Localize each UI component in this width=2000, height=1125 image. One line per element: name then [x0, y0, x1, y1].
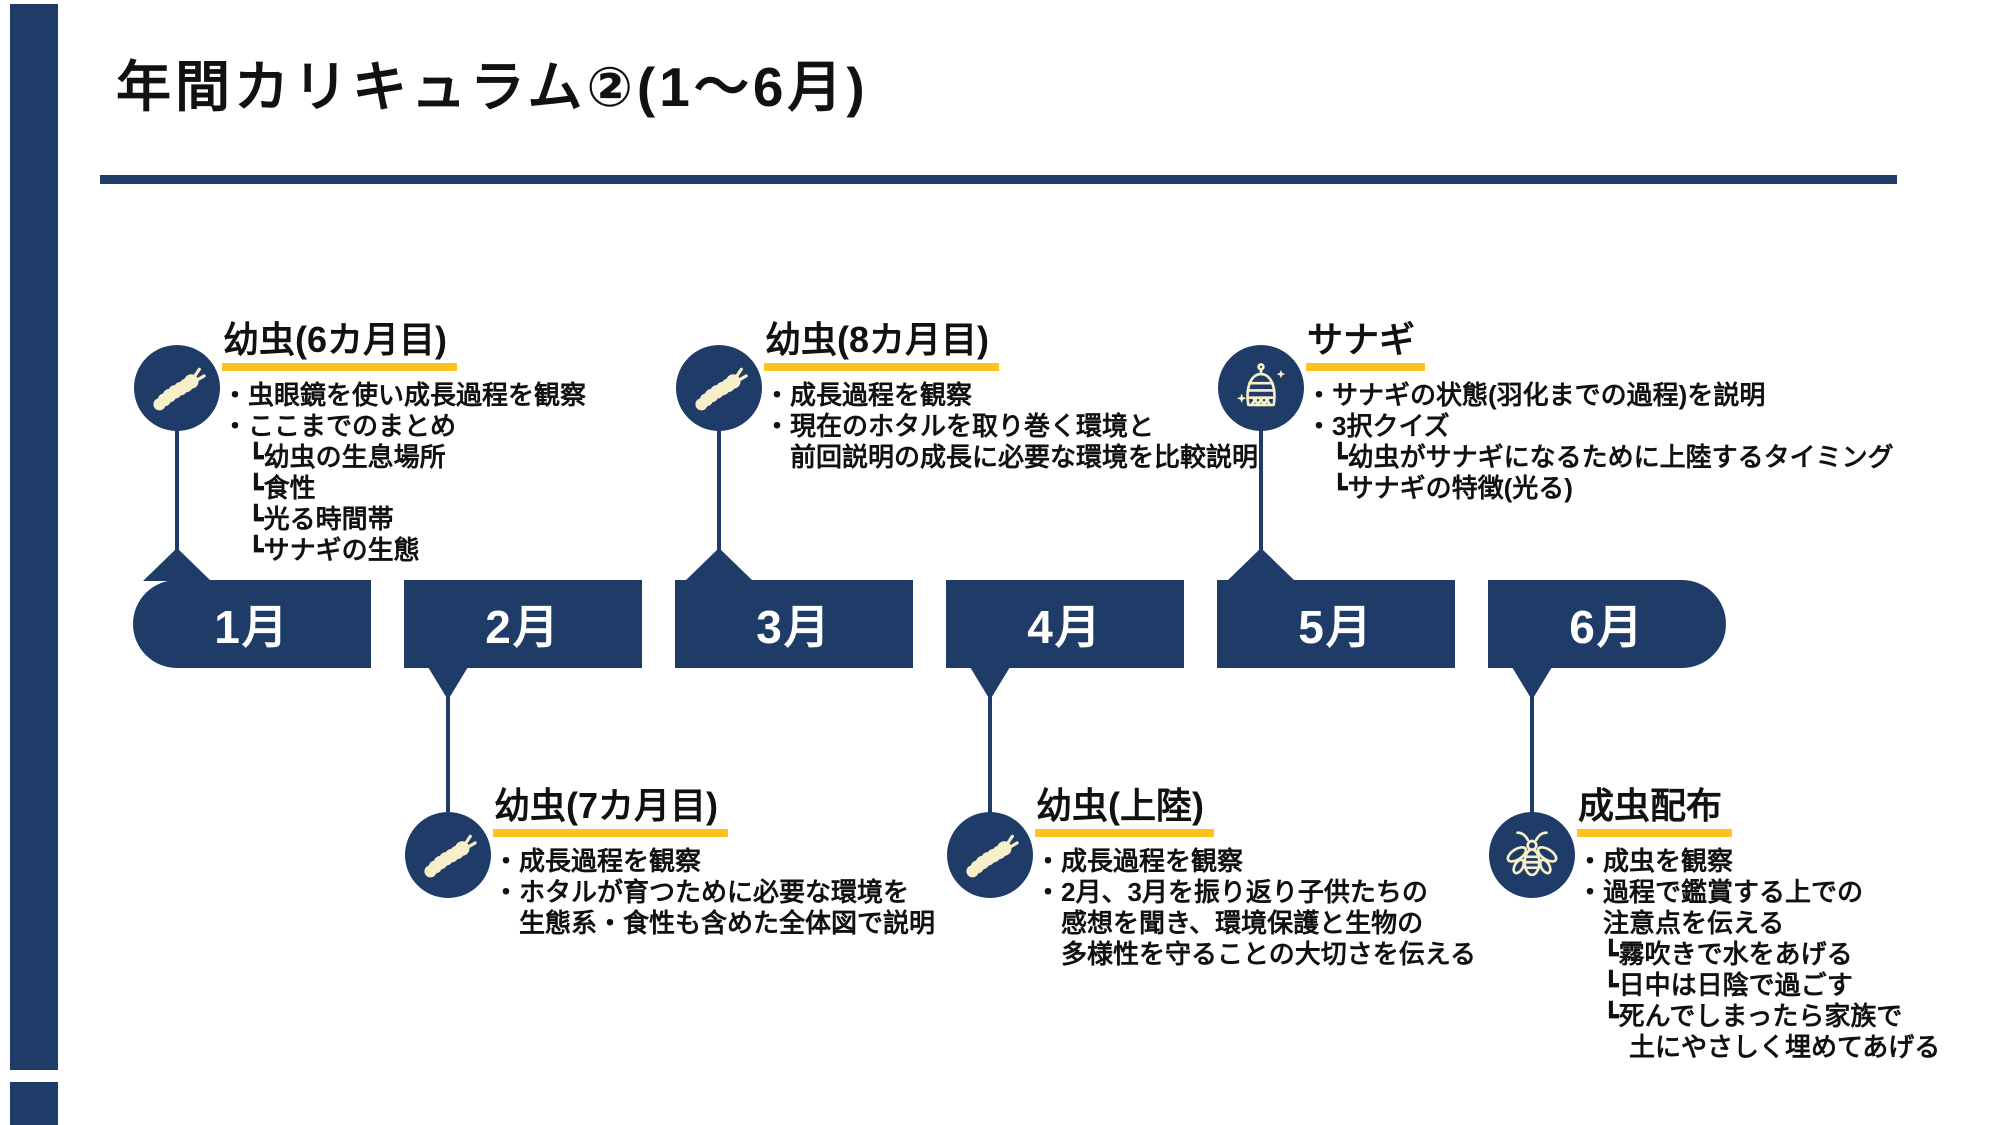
pointer-down-jun	[1512, 667, 1552, 700]
note-line: ・サナギの状態(羽化までの過程)を説明	[1306, 379, 1766, 410]
pointer-down-feb	[428, 667, 468, 700]
note-line: 感想を聞き、環境保護と生物の	[1035, 907, 1424, 938]
month-label: 3月	[756, 601, 832, 653]
left-accent-bar	[10, 4, 58, 1070]
note-line: 前回説明の成長に必要な環境を比較説明	[764, 441, 1259, 472]
connector-line-feb	[446, 697, 450, 814]
connector-line-jun	[1530, 697, 1534, 814]
note-line: ┗食性	[222, 472, 316, 503]
connector-line-may	[1259, 429, 1263, 551]
milestone-notes: ・サナギの状態(羽化までの過程)を説明 ・3択クイズ ┗幼虫がサナギになるために…	[1306, 380, 1894, 504]
note-line: 多様性を守ることの大切さを伝える	[1035, 938, 1476, 969]
note-line: 土にやさしく埋めてあげる	[1577, 1031, 1941, 1062]
left-accent-square	[10, 1082, 58, 1125]
larva-icon	[419, 826, 477, 884]
note-line: ┗サナギの特徴(光る)	[1306, 472, 1573, 503]
timeline-month-apr: 4月	[946, 580, 1184, 668]
note-line: ┗光る時間帯	[222, 503, 394, 534]
milestone-icon-apr	[947, 812, 1033, 898]
milestone-notes: ・成長過程を観察 ・現在のホタルを取り巻く環境と 前回説明の成長に必要な環境を比…	[764, 380, 1258, 473]
pointer-up-jan	[143, 548, 211, 581]
timeline-month-may: 5月	[1217, 580, 1455, 668]
month-label: 4月	[1027, 601, 1103, 653]
milestone-title: サナギ	[1306, 320, 1426, 371]
note-line: ・成長過程を観察	[493, 845, 702, 876]
timeline-month-jan: 1月	[133, 580, 371, 668]
note-line: ・2月、3月を振り返り子供たちの	[1035, 876, 1428, 907]
timeline-month-mar: 3月	[675, 580, 913, 668]
note-line: 生態系・食性も含めた全体図で説明	[493, 907, 936, 938]
milestone-icon-mar	[676, 345, 762, 431]
milestone-icon-jan	[134, 345, 220, 431]
note-line: ・ここまでのまとめ	[222, 410, 457, 441]
adult-firefly-icon	[1503, 826, 1561, 884]
milestone-notes: ・成長過程を観察 ・2月、3月を振り返り子供たちの 感想を聞き、環境保護と生物の…	[1035, 846, 1476, 970]
pointer-up-may	[1227, 548, 1295, 581]
milestone-mar: 幼虫(8カ月目) ・成長過程を観察 ・現在のホタルを取り巻く環境と 前回説明の成…	[764, 320, 1258, 473]
milestone-notes: ・成長過程を観察 ・ホタルが育つために必要な環境を 生態系・食性も含めた全体図で…	[493, 846, 935, 939]
larva-icon	[690, 359, 748, 417]
connector-line-jan	[175, 429, 179, 551]
connector-line-apr	[988, 697, 992, 814]
milestone-notes: ・成虫を観察 ・過程で鑑賞する上での 注意点を伝える ┗霧吹きで水をあげる ┗日…	[1577, 846, 1940, 1063]
note-line: ・成虫を観察	[1577, 845, 1734, 876]
note-line: 注意点を伝える	[1577, 907, 1785, 938]
milestone-title: 幼虫(6カ月目)	[222, 320, 457, 371]
note-line: ・現在のホタルを取り巻く環境と	[764, 410, 1155, 441]
month-label: 5月	[1298, 601, 1374, 653]
timeline-month-jun: 6月	[1488, 580, 1726, 668]
note-line: ┗死んでしまったら家族で	[1577, 1000, 1903, 1031]
note-line: ・成長過程を観察	[764, 379, 973, 410]
note-line: ・虫眼鏡を使い成長過程を観察	[222, 379, 587, 410]
month-label: 1月	[214, 601, 290, 653]
milestone-notes: ・虫眼鏡を使い成長過程を観察 ・ここまでのまとめ ┗幼虫の生息場所 ┗食性 ┗光…	[222, 380, 586, 566]
milestone-apr: 幼虫(上陸) ・成長過程を観察 ・2月、3月を振り返り子供たちの 感想を聞き、環…	[1035, 786, 1476, 970]
pointer-down-apr	[970, 667, 1010, 700]
note-line: ・ホタルが育つために必要な環境を	[493, 876, 910, 907]
timeline-month-feb: 2月	[404, 580, 642, 668]
milestone-jun: 成虫配布 ・成虫を観察 ・過程で鑑賞する上での 注意点を伝える ┗霧吹きで水をあ…	[1577, 786, 1940, 1063]
note-line: ┗幼虫がサナギになるために上陸するタイミング	[1306, 441, 1894, 472]
milestone-icon-jun	[1489, 812, 1575, 898]
note-line: ┗サナギの生態	[222, 534, 420, 565]
page-title: 年間カリキュラム②(1～6月)	[116, 56, 869, 118]
milestone-feb: 幼虫(7カ月目) ・成長過程を観察 ・ホタルが育つために必要な環境を 生態系・食…	[493, 786, 935, 939]
note-line: ┗霧吹きで水をあげる	[1577, 938, 1853, 969]
note-line: ┗日中は日陰で過ごす	[1577, 969, 1853, 1000]
note-line: ・成長過程を観察	[1035, 845, 1244, 876]
pointer-up-mar	[685, 548, 753, 581]
milestone-icon-may	[1218, 345, 1304, 431]
month-label: 6月	[1569, 601, 1645, 653]
connector-line-mar	[717, 429, 721, 551]
milestone-title: 幼虫(8カ月目)	[764, 320, 999, 371]
month-label: 2月	[485, 601, 561, 653]
milestone-title: 幼虫(上陸)	[1035, 786, 1214, 837]
title-underline-rule	[100, 175, 1897, 184]
larva-icon	[961, 826, 1019, 884]
milestone-title: 幼虫(7カ月目)	[493, 786, 728, 837]
note-line: ┗幼虫の生息場所	[222, 441, 446, 472]
milestone-jan: 幼虫(6カ月目) ・虫眼鏡を使い成長過程を観察 ・ここまでのまとめ ┗幼虫の生息…	[222, 320, 586, 566]
milestone-may: サナギ ・サナギの状態(羽化までの過程)を説明 ・3択クイズ ┗幼虫がサナギにな…	[1306, 320, 1894, 504]
note-line: ・過程で鑑賞する上での	[1577, 876, 1864, 907]
larva-icon	[148, 359, 206, 417]
milestone-icon-feb	[405, 812, 491, 898]
milestone-title: 成虫配布	[1577, 786, 1733, 837]
note-line: ・3択クイズ	[1306, 410, 1450, 441]
